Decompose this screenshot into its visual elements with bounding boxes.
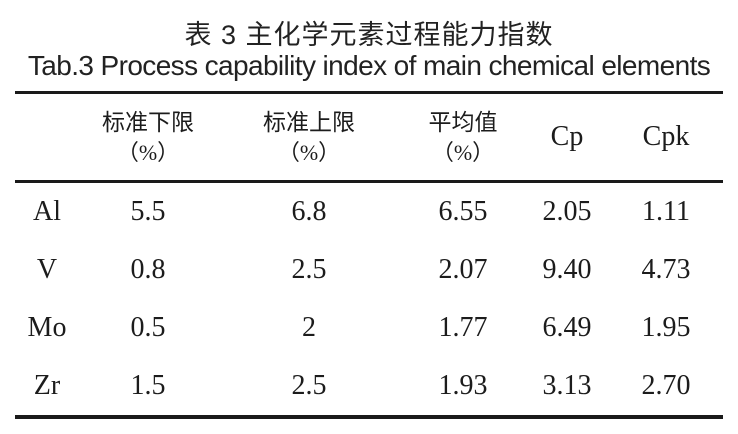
value-cell: 2.07 — [438, 254, 488, 285]
header-cell-mean: 平均值 （%） — [401, 92, 525, 183]
header-cell-upper-limit: 标准上限 （%） — [217, 92, 401, 183]
table-row-v: V 0.8 2.5 2.07 9.40 4.73 — [15, 241, 723, 299]
table-row-mo: Mo 0.5 2 1.77 6.49 1.95 — [15, 299, 723, 357]
value-cell: 1.95 — [641, 312, 691, 343]
element-cell: V — [36, 254, 58, 285]
value-cell: 1.77 — [438, 312, 488, 343]
value-cell: 9.40 — [542, 254, 592, 285]
value-cell: 6.49 — [542, 312, 592, 343]
element-cell: Mo — [27, 312, 67, 343]
table-row-al: Al 5.5 6.8 6.55 2.05 1.11 — [15, 182, 723, 242]
table-title-chinese: 表 3 主化学元素过程能力指数 — [184, 20, 554, 50]
value-cell: 6.55 — [438, 196, 488, 227]
value-cell: 0.8 — [130, 254, 166, 285]
column-label: Cp — [550, 121, 584, 152]
value-cell: 0.5 — [130, 312, 166, 343]
header-cell-cpk: Cpk — [609, 92, 723, 183]
header-row: 标准下限 （%） 标准上限 （%） 平均值 （%） Cp Cpk — [15, 92, 723, 183]
value-cell: 6.8 — [291, 196, 327, 227]
table-row-zr: Zr 1.5 2.5 1.93 3.13 2.70 — [15, 357, 723, 417]
value-cell: 5.5 — [130, 196, 166, 227]
value-cell: 2.05 — [542, 196, 592, 227]
table-title-english: Tab.3 Process capability index of main c… — [27, 50, 711, 81]
value-cell: 2 — [302, 312, 316, 343]
element-cell: Zr — [33, 370, 61, 401]
header-cell-cp: Cp — [525, 92, 609, 183]
value-cell: 1.11 — [642, 196, 690, 227]
column-label: Cpk — [642, 121, 690, 152]
value-cell: 4.73 — [641, 254, 691, 285]
column-label: 平均值 — [428, 109, 498, 135]
column-label: 标准下限 — [102, 109, 194, 135]
column-unit: （%） — [431, 139, 495, 165]
value-cell: 2.5 — [291, 254, 327, 285]
header-cell-element — [15, 92, 79, 183]
value-cell: 1.93 — [438, 370, 488, 401]
process-capability-table: 标准下限 （%） 标准上限 （%） 平均值 （%） Cp Cpk — [15, 91, 723, 419]
column-unit: （%） — [277, 139, 341, 165]
value-cell: 2.5 — [291, 370, 327, 401]
value-cell: 3.13 — [542, 370, 592, 401]
element-cell: Al — [33, 196, 61, 227]
header-cell-lower-limit: 标准下限 （%） — [79, 92, 217, 183]
column-unit: （%） — [116, 139, 180, 165]
value-cell: 1.5 — [130, 370, 166, 401]
value-cell: 2.70 — [641, 370, 691, 401]
column-label: 标准上限 — [263, 109, 355, 135]
